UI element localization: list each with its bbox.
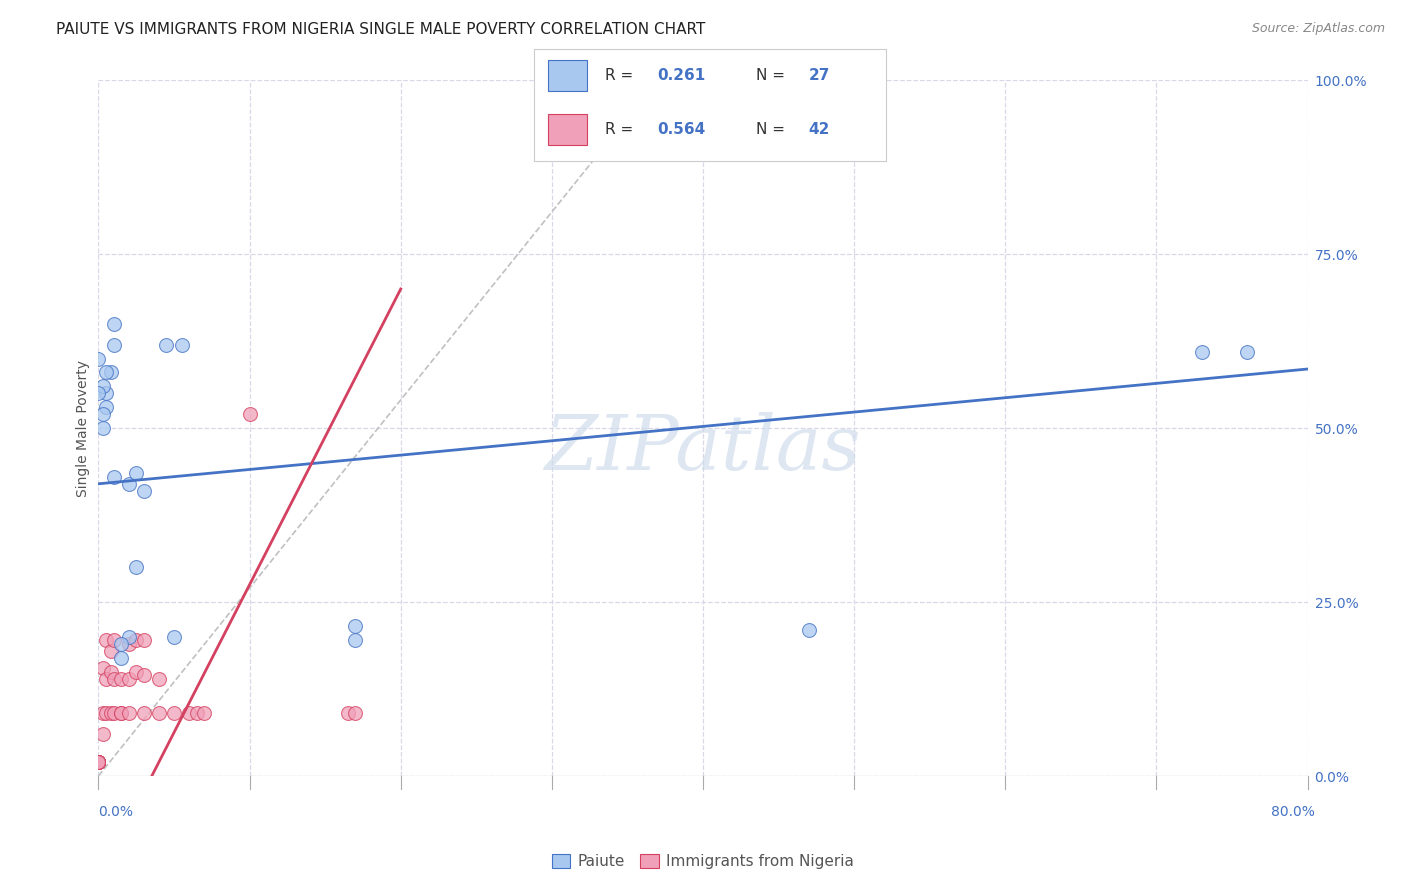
Text: R =: R = xyxy=(605,122,638,136)
Text: PAIUTE VS IMMIGRANTS FROM NIGERIA SINGLE MALE POVERTY CORRELATION CHART: PAIUTE VS IMMIGRANTS FROM NIGERIA SINGLE… xyxy=(56,22,706,37)
Point xyxy=(110,706,132,721)
Text: 27: 27 xyxy=(808,69,830,83)
Legend: Paiute, Immigrants from Nigeria: Paiute, Immigrants from Nigeria xyxy=(546,848,860,875)
FancyBboxPatch shape xyxy=(548,114,588,145)
Point xyxy=(148,672,170,686)
Point xyxy=(118,672,141,686)
Point xyxy=(163,630,186,644)
Text: R =: R = xyxy=(605,69,638,83)
Point xyxy=(148,706,170,721)
Point xyxy=(344,633,367,648)
Point xyxy=(118,630,141,644)
Point xyxy=(103,633,125,648)
Text: ZIPatlas: ZIPatlas xyxy=(544,412,862,486)
Point xyxy=(94,386,117,401)
Point xyxy=(103,470,125,484)
Text: N =: N = xyxy=(756,69,790,83)
Point xyxy=(91,706,114,721)
Point xyxy=(87,386,110,401)
Point xyxy=(100,665,122,679)
Text: 0.261: 0.261 xyxy=(657,69,706,83)
Text: Source: ZipAtlas.com: Source: ZipAtlas.com xyxy=(1251,22,1385,36)
Point xyxy=(87,755,110,769)
Point xyxy=(193,706,215,721)
Point xyxy=(91,379,114,393)
Text: 0.564: 0.564 xyxy=(657,122,706,136)
Point xyxy=(344,619,367,633)
Point xyxy=(87,755,110,769)
Point xyxy=(91,661,114,675)
Point xyxy=(87,755,110,769)
Point xyxy=(87,755,110,769)
Point xyxy=(125,665,148,679)
Point xyxy=(87,351,110,366)
Point xyxy=(118,476,141,491)
Point xyxy=(103,317,125,331)
Point xyxy=(125,633,148,648)
Text: 42: 42 xyxy=(808,122,830,136)
Point xyxy=(125,560,148,574)
Point xyxy=(125,467,148,481)
Point xyxy=(91,421,114,435)
Point xyxy=(132,633,155,648)
Point xyxy=(87,755,110,769)
Point xyxy=(100,706,122,721)
Point xyxy=(170,337,193,351)
Y-axis label: Single Male Poverty: Single Male Poverty xyxy=(76,359,90,497)
FancyBboxPatch shape xyxy=(548,61,588,92)
Point xyxy=(186,706,208,721)
Point xyxy=(110,650,132,665)
Point xyxy=(155,337,177,351)
Text: 80.0%: 80.0% xyxy=(1271,805,1315,819)
Point xyxy=(110,672,132,686)
Point xyxy=(91,407,114,421)
Point xyxy=(94,401,117,415)
Point xyxy=(87,755,110,769)
Text: N =: N = xyxy=(756,122,790,136)
Point xyxy=(94,633,117,648)
Point xyxy=(118,706,141,721)
Point xyxy=(132,706,155,721)
Point xyxy=(100,366,122,380)
Point xyxy=(91,727,114,741)
Point xyxy=(239,407,262,421)
Point xyxy=(87,755,110,769)
Point xyxy=(100,644,122,658)
Point xyxy=(336,706,359,721)
Point xyxy=(103,706,125,721)
Text: 0.0%: 0.0% xyxy=(98,805,134,819)
Point xyxy=(110,706,132,721)
Point xyxy=(87,755,110,769)
Point xyxy=(1236,344,1258,359)
Point xyxy=(94,366,117,380)
Point xyxy=(87,755,110,769)
Point xyxy=(132,668,155,682)
Point xyxy=(94,672,117,686)
Point xyxy=(110,637,132,651)
Point xyxy=(179,706,201,721)
Point xyxy=(103,337,125,351)
Point xyxy=(87,755,110,769)
Point xyxy=(118,637,141,651)
Point xyxy=(163,706,186,721)
Point xyxy=(344,706,367,721)
Point xyxy=(1191,344,1213,359)
Point xyxy=(103,672,125,686)
Point xyxy=(94,706,117,721)
Point xyxy=(797,623,820,637)
Point xyxy=(132,483,155,498)
